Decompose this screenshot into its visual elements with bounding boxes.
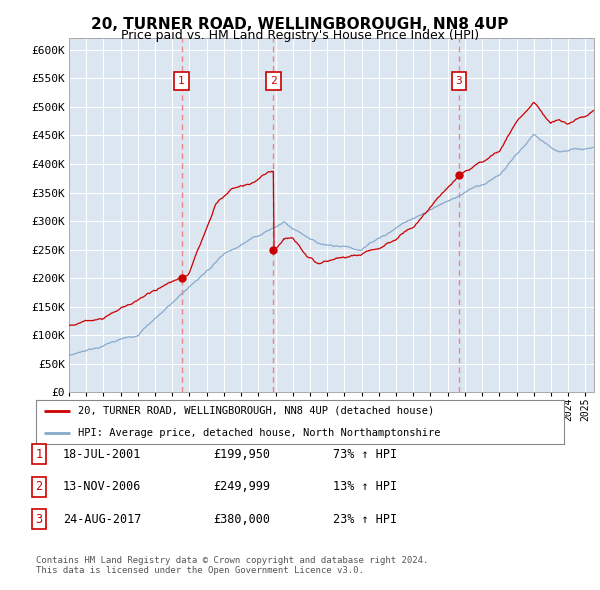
Text: 3: 3 xyxy=(455,76,462,86)
Text: £380,000: £380,000 xyxy=(213,513,270,526)
Text: 20, TURNER ROAD, WELLINGBOROUGH, NN8 4UP (detached house): 20, TURNER ROAD, WELLINGBOROUGH, NN8 4UP… xyxy=(78,406,434,416)
Text: 2: 2 xyxy=(35,480,43,493)
Text: 18-JUL-2001: 18-JUL-2001 xyxy=(63,448,142,461)
Text: 3: 3 xyxy=(35,513,43,526)
Text: Price paid vs. HM Land Registry's House Price Index (HPI): Price paid vs. HM Land Registry's House … xyxy=(121,30,479,42)
Text: £199,950: £199,950 xyxy=(213,448,270,461)
Text: 13% ↑ HPI: 13% ↑ HPI xyxy=(333,480,397,493)
Text: £249,999: £249,999 xyxy=(213,480,270,493)
Text: 2: 2 xyxy=(270,76,277,86)
Text: 23% ↑ HPI: 23% ↑ HPI xyxy=(333,513,397,526)
Text: Contains HM Land Registry data © Crown copyright and database right 2024.
This d: Contains HM Land Registry data © Crown c… xyxy=(36,556,428,575)
Text: 73% ↑ HPI: 73% ↑ HPI xyxy=(333,448,397,461)
Text: 13-NOV-2006: 13-NOV-2006 xyxy=(63,480,142,493)
Text: HPI: Average price, detached house, North Northamptonshire: HPI: Average price, detached house, Nort… xyxy=(78,428,441,438)
Text: 20, TURNER ROAD, WELLINGBOROUGH, NN8 4UP: 20, TURNER ROAD, WELLINGBOROUGH, NN8 4UP xyxy=(91,17,509,31)
Text: 1: 1 xyxy=(178,76,185,86)
Text: 24-AUG-2017: 24-AUG-2017 xyxy=(63,513,142,526)
Text: 1: 1 xyxy=(35,448,43,461)
